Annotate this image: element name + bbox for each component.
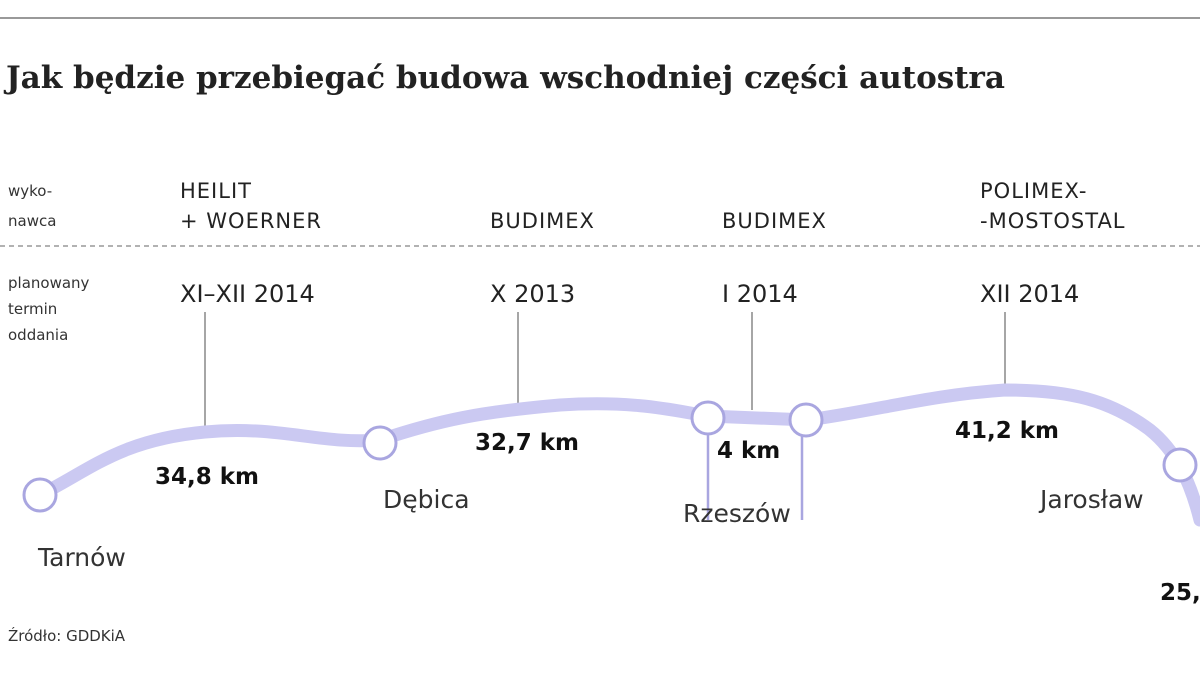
row-label: planowany <box>8 274 90 292</box>
contractor: POLIMEX- <box>980 179 1087 203</box>
deadline: X 2013 <box>490 280 575 308</box>
length: 34,8 km <box>155 464 259 490</box>
city: Rzeszów <box>683 499 791 528</box>
contractor: BUDIMEX <box>722 209 827 233</box>
contractor: + WOERNER <box>180 209 322 233</box>
contractor: -MOSTOSTAL <box>980 209 1126 233</box>
deadline: XI–XII 2014 <box>180 280 315 308</box>
city-ticks <box>706 430 804 520</box>
source: Źródło: GDDKiA <box>8 626 126 645</box>
city: Jarosław <box>1038 485 1144 514</box>
length: 32,7 km <box>475 430 579 456</box>
city: Dębica <box>383 485 470 514</box>
leaders <box>204 312 1006 430</box>
row-label: wyko- <box>8 182 52 200</box>
row-label: nawca <box>8 212 56 230</box>
road <box>33 383 1200 527</box>
row-label: termin <box>8 300 57 318</box>
row-label: oddania <box>8 326 68 344</box>
city: Tarnów <box>37 543 126 572</box>
city-markers <box>22 400 1198 513</box>
title: Jak będzie przebiegać budowa wschodniej … <box>3 60 1005 96</box>
contractor: HEILIT <box>180 179 252 203</box>
contractor: BUDIMEX <box>490 209 595 233</box>
deadline: XII 2014 <box>980 280 1079 308</box>
length: 25,7 <box>1160 580 1200 606</box>
length: 41,2 km <box>955 418 1059 444</box>
deadline: I 2014 <box>722 280 798 308</box>
length: 4 km <box>717 438 780 464</box>
